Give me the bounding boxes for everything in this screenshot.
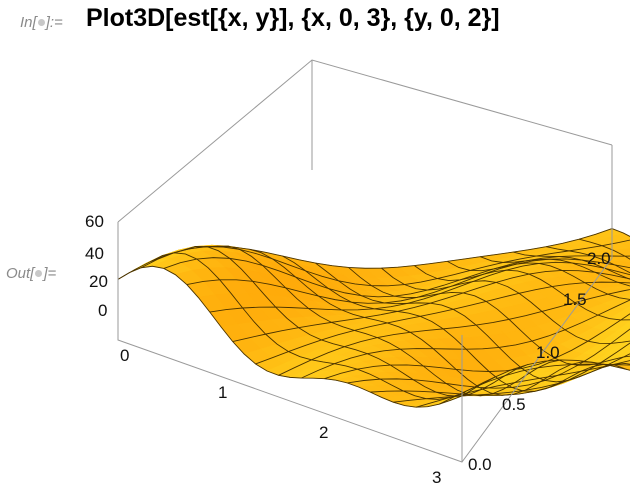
mesh-line-v [117,265,463,408]
mesh-line-u [255,281,630,365]
mesh-line-v [249,248,594,396]
y-tick-label: 1.5 [563,290,587,309]
mesh-line-v [183,245,529,397]
input-code[interactable]: Plot3D[est[{x, y}], {x, 0, 3}, {y, 0, 2}… [86,4,500,32]
mesh-line-u [209,261,630,313]
mesh-line-v [282,255,627,392]
x-tick-label: 2 [319,423,328,442]
mesh-line-v [546,246,630,274]
surface-mesh [117,228,630,408]
surface [117,228,630,408]
mesh-line-v [381,267,630,344]
mesh-line-u [438,363,630,405]
output-label-prefix: Out[ [6,265,35,282]
y-tick-label: 0.5 [502,395,526,414]
mesh-line-u [370,342,630,396]
input-label-prefix: In[ [20,14,37,31]
surface-patch [624,306,630,310]
z-tick-label: 20 [89,272,108,291]
mesh-line-u [301,299,630,379]
mesh-line-v [216,245,561,397]
z-tick-label: 0 [98,301,107,320]
z-tick-label: 60 [85,212,104,231]
mesh-line-v [447,260,630,300]
y-tick-label: 2.0 [587,249,611,268]
y-tick-label: 1.0 [536,343,560,362]
mesh-line-v [348,267,630,366]
mesh-line-u [186,258,630,304]
mesh-line-u [232,269,630,342]
bounding-box-front [117,145,613,463]
mesh-line-u [163,255,630,298]
mesh-line-u [416,360,630,408]
mesh-line-u [278,289,630,376]
output-cell-label: Out[ ]= [6,265,56,282]
z-axis-ticks: 0 20 40 60 [85,212,108,320]
mesh-line-v [480,256,630,287]
x-axis-ticks: 0 1 2 3 [120,346,441,487]
cell-number-dot-icon [37,19,45,26]
y-axis-ticks: 0.0 0.5 1.0 1.5 2.0 [468,249,611,474]
x-tick-label: 1 [218,383,227,402]
mesh-line-v [150,252,496,400]
mesh-line-v [513,251,630,280]
y-tick-label: 0.0 [468,455,492,474]
cell-number-dot-icon [35,270,43,277]
bounding-box-back [117,59,613,223]
input-label-suffix: ]:= [45,14,63,31]
mesh-line-u [324,313,630,380]
mesh-line-u [140,239,630,287]
mesh-line-u [461,359,630,397]
mesh-line-v [414,265,630,321]
x-tick-label: 0 [120,346,129,365]
output-label-suffix: ]= [43,265,57,282]
input-cell-label: In[ ]:= [20,14,63,31]
x-tick-label: 3 [432,468,441,487]
z-tick-label: 40 [85,244,104,263]
mesh-line-u [347,328,630,389]
mesh-line-v [315,262,630,383]
